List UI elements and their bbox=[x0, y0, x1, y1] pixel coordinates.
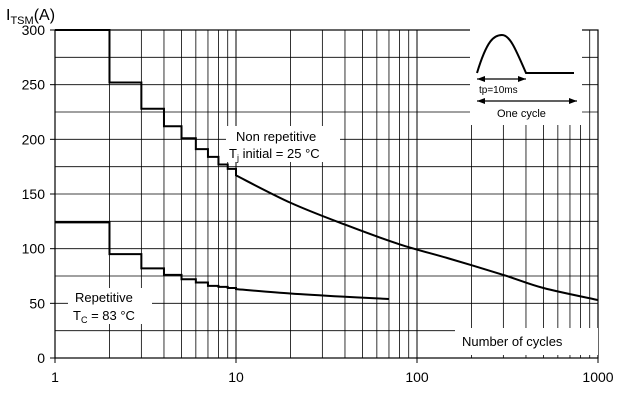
repetitive-label-line1: Repetitive bbox=[75, 290, 133, 305]
y-tick-label: 300 bbox=[22, 22, 46, 38]
tp-label: tp=10ms bbox=[479, 85, 518, 96]
x-axis-label: Number of cycles bbox=[462, 334, 563, 349]
y-tick-label: 50 bbox=[29, 295, 45, 311]
non-repetitive-annotation: Non repetitive Tj initial = 25 °C bbox=[226, 126, 340, 163]
x-tick-label: 1000 bbox=[582, 369, 613, 385]
tick-labels: 0 50 100 150 200 250 300 1 10 100 1000 bbox=[22, 22, 614, 385]
series-line-non-repetitive bbox=[55, 29, 599, 302]
series-layer bbox=[55, 29, 599, 302]
y-tick-label: 200 bbox=[22, 131, 46, 147]
x-tick-label: 1 bbox=[51, 369, 59, 385]
x-tick-label: 10 bbox=[228, 369, 244, 385]
repetitive-annotation: Repetitive TC = 83 °C bbox=[68, 288, 152, 325]
x-tick-label: 100 bbox=[405, 369, 429, 385]
non-repetitive-label-line1: Non repetitive bbox=[236, 129, 316, 144]
one-cycle-inset: tp=10ms One cycle bbox=[470, 24, 582, 125]
y-axis-label: ITSM(A) bbox=[6, 7, 55, 27]
one-cycle-label: One cycle bbox=[497, 108, 546, 120]
series-line-repetitive bbox=[55, 221, 390, 300]
y-tick-label: 250 bbox=[22, 77, 46, 93]
x-axis-label-box: Number of cycles bbox=[455, 328, 598, 355]
y-tick-label: 0 bbox=[37, 350, 45, 366]
repetitive-label-line2: TC = 83 °C bbox=[73, 308, 135, 325]
y-tick-label: 150 bbox=[22, 186, 46, 202]
non-repetitive-label-line2: Tj initial = 25 °C bbox=[229, 146, 320, 163]
pulse-waveform-icon bbox=[476, 33, 574, 74]
y-tick-label: 100 bbox=[22, 241, 46, 257]
